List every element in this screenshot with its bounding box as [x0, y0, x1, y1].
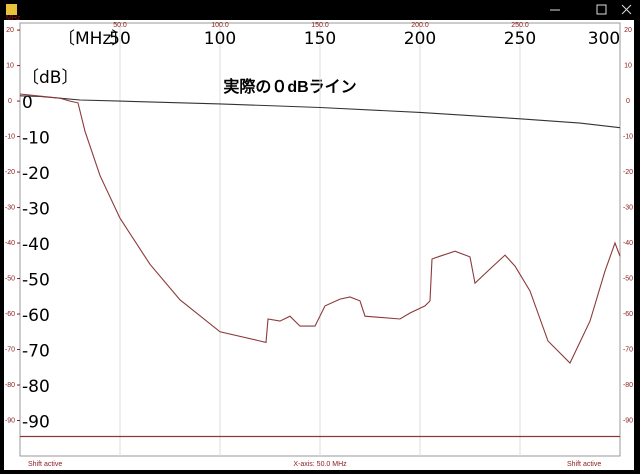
- status-center: X-axis: 50.0 MHz: [293, 461, 347, 468]
- overlay-y-tick: -70: [22, 342, 50, 362]
- x-unit: MHz: [6, 15, 21, 22]
- y-tick-label-right: -80: [623, 382, 633, 389]
- annotation: 実際の０dBライン: [223, 77, 356, 96]
- overlay-y-tick: -90: [22, 413, 50, 433]
- overlay-y-tick: -60: [22, 306, 50, 326]
- title-bar: [0, 0, 640, 20]
- overlay-y-tick: -10: [22, 129, 50, 149]
- overlay-y-tick: -30: [22, 200, 50, 220]
- overlay-x-tick: 100: [204, 29, 236, 49]
- y-tick-label-right: 10: [624, 62, 632, 69]
- overlay-x-tick: 300: [588, 29, 620, 49]
- y-tick-label-right: -90: [623, 417, 633, 424]
- y-tick-label: 10: [6, 62, 14, 69]
- overlay-x-tick: 200: [404, 29, 436, 49]
- overlay-y-tick: -20: [22, 164, 50, 184]
- maximize-button[interactable]: [596, 4, 607, 15]
- app-icon: [6, 4, 17, 15]
- client-area: [4, 20, 634, 470]
- y-tick-label: -10: [5, 133, 15, 140]
- x-tick-label: 150.0: [311, 22, 329, 29]
- close-button[interactable]: [621, 4, 632, 15]
- y-tick-label: -80: [5, 382, 15, 389]
- y-tick-label: 0: [8, 98, 12, 105]
- y-tick-label-right: -30: [623, 204, 633, 211]
- overlay-x-tick: 50: [109, 29, 131, 49]
- series-line: [19, 93, 621, 364]
- y-tick-label-right: 0: [626, 98, 630, 105]
- x-tick-label: 100.0: [211, 22, 229, 29]
- y-tick-label: -20: [5, 169, 15, 176]
- overlay-x-tick: 150: [304, 29, 336, 49]
- y-tick-label-right: -70: [623, 346, 633, 353]
- x-tick-label: 250.0: [511, 22, 529, 29]
- y-tick-label: -90: [5, 417, 15, 424]
- overlay-x-tick: 250: [504, 29, 536, 49]
- y-tick-label: -60: [5, 311, 15, 318]
- y-tick-label-right: -60: [623, 311, 633, 318]
- x-tick-label: 50.0: [113, 22, 127, 29]
- y-tick-label-right: -50: [623, 275, 633, 282]
- overlay-y-tick: -80: [22, 377, 50, 397]
- overlay-x-label: 〔MHz〕: [58, 29, 128, 49]
- y-tick-label: -70: [5, 346, 15, 353]
- x-tick-label: 200.0: [411, 22, 429, 29]
- status-left: Shift active: [28, 461, 62, 468]
- y-tick-label-right: -10: [623, 133, 633, 140]
- y-tick-label-right: -40: [623, 240, 633, 247]
- y-tick-label: -40: [5, 240, 15, 247]
- y-tick-label: -50: [5, 275, 15, 282]
- overlay-y-tick: -50: [22, 271, 50, 291]
- y-tick-label: -30: [5, 204, 15, 211]
- overlay-y-label: 〔dB〕: [22, 68, 78, 88]
- overlay-y-tick: -40: [22, 235, 50, 255]
- overlay-y-tick: 0: [22, 93, 33, 113]
- y-tick-label-right: 20: [624, 27, 632, 34]
- y-tick-label-right: -20: [623, 169, 633, 176]
- y-tick-label: 20: [6, 27, 14, 34]
- status-right: Shift active: [567, 461, 601, 468]
